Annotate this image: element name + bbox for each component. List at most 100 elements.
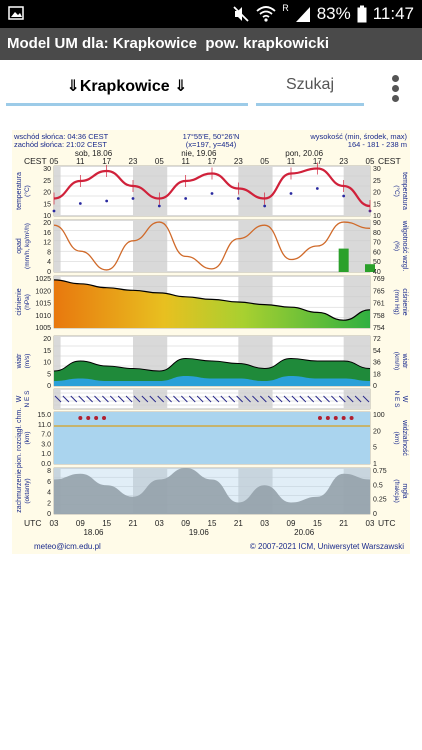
- night-band: [54, 220, 61, 272]
- wind-direction-arrow: [331, 395, 338, 403]
- sunrise-text: wschód słońca: 04:36 CEST: [13, 132, 109, 141]
- hour-label-top: 05: [155, 157, 164, 166]
- hour-label-top: 11: [287, 157, 296, 166]
- hour-label-bottom: 03: [260, 519, 269, 528]
- cloud-marker: [325, 416, 330, 420]
- panel-left-label: W: [16, 395, 23, 402]
- tab-search[interactable]: Szukaj: [285, 76, 335, 93]
- panel-right-unit: (mm Hg): [393, 289, 400, 314]
- wind-direction-arrow: [252, 395, 259, 403]
- battery-percent: 83%: [316, 4, 351, 23]
- cloud-marker: [317, 416, 322, 420]
- cloud-marker: [94, 416, 99, 420]
- hour-label-top: 17: [208, 157, 217, 166]
- night-band: [238, 166, 273, 216]
- day-label-bottom: 18.06: [83, 528, 104, 537]
- panel-frame: [53, 388, 371, 410]
- day-label-top: nie, 19.06: [181, 149, 217, 158]
- tick-label: 50: [373, 259, 381, 266]
- tick-label: 30: [43, 166, 51, 173]
- wind-direction-arrow: [244, 395, 251, 403]
- panel-left-label: temperatura: [16, 172, 23, 210]
- cloud-marker: [341, 416, 346, 420]
- navigation-bar: [0, 700, 422, 750]
- night-band: [133, 220, 168, 272]
- wind-direction-arrow: [315, 395, 322, 403]
- panel-left-label: opad: [16, 238, 23, 254]
- tab-location[interactable]: ⇓Krapkowice ⇓: [66, 78, 188, 95]
- humidity-line: [53, 221, 371, 271]
- cloud-marker: [349, 416, 354, 420]
- visibility-area: [54, 412, 370, 464]
- panel-right-label: widzialność: [401, 419, 408, 456]
- utc-right: UTC: [378, 518, 395, 528]
- tick-label: 54: [373, 348, 381, 355]
- night-band: [54, 389, 61, 409]
- hour-label-top: 11: [182, 157, 191, 166]
- panel-left-unit: (mm/h, kg/m²/h): [24, 223, 31, 269]
- panel-left-label: ciśnienie: [16, 288, 23, 315]
- tick-label: 2: [47, 500, 51, 507]
- pressure-line: [53, 279, 371, 321]
- hour-label-top: 23: [129, 157, 138, 166]
- night-band: [54, 166, 61, 216]
- clock: 11:47: [372, 4, 414, 23]
- tick-label: 4: [47, 490, 51, 497]
- hour-label-top: 05: [50, 157, 59, 166]
- tick-label: 765: [373, 288, 385, 295]
- dew-point-dot: [210, 192, 214, 195]
- utc-left: UTC: [24, 518, 41, 528]
- tick-label: 1: [373, 461, 377, 468]
- sunset-text: zachód słońca: 21:02 CEST: [14, 140, 107, 149]
- meteogram: wschód słońca: 04:36 CEST zachód słońca:…: [12, 130, 410, 554]
- tick-label: 1025: [35, 276, 51, 283]
- dew-point-dot: [105, 199, 109, 203]
- panel-frame: [53, 219, 371, 273]
- tick-label: 4: [47, 259, 51, 266]
- overflow-menu-icon[interactable]: [388, 75, 402, 105]
- tick-label: 11.0: [38, 422, 51, 429]
- panel-left-unit: (°C): [23, 185, 31, 197]
- tick-label: 20: [43, 220, 51, 227]
- hour-label-bottom: 21: [339, 519, 348, 528]
- panel-left-label: wiatr: [16, 353, 23, 369]
- hour-label-bottom: 03: [50, 519, 59, 528]
- tick-label: 1010: [35, 313, 51, 320]
- tick-label: 20: [43, 336, 51, 343]
- fog-tint: [54, 468, 370, 514]
- night-band: [133, 166, 168, 216]
- dew-point-dot: [184, 197, 188, 200]
- wind-direction-arrow: [78, 395, 86, 403]
- hour-label-top: 17: [102, 157, 111, 166]
- wind-area: [54, 376, 370, 386]
- tick-label: 754: [373, 325, 385, 332]
- dew-point-dot: [131, 197, 135, 200]
- hour-label-bottom: 09: [76, 519, 85, 528]
- height-label: wysokość (min, środek, max): [309, 132, 407, 141]
- panel-right-unit: (km): [393, 432, 400, 445]
- hour-label-bottom: 03: [155, 519, 164, 528]
- tab-location-indicator: [6, 103, 248, 106]
- wind-direction-arrow: [102, 395, 109, 403]
- hour-label-bottom: 15: [102, 519, 111, 528]
- panel-right-label: temperatura: [401, 172, 408, 210]
- status-bar: R 83% 11:47: [0, 0, 422, 28]
- tick-label: 0: [373, 383, 377, 390]
- day-label-top: sob, 18.06: [75, 149, 113, 158]
- wind-direction-arrow: [173, 395, 180, 403]
- wind-direction-arrow: [228, 395, 236, 403]
- tick-label: 5: [47, 371, 51, 378]
- wind-direction-arrow: [259, 395, 267, 403]
- hour-label-bottom: 03: [366, 519, 375, 528]
- meteogram-chart: wschód słońca: 04:36 CEST zachód słońca:…: [13, 132, 408, 551]
- footer-email[interactable]: meteo@icm.edu.pl: [34, 542, 101, 551]
- wind-direction-arrow: [346, 395, 354, 403]
- tick-label: 12: [43, 240, 51, 247]
- wind-direction-arrow: [94, 395, 101, 403]
- wind-direction-arrow: [220, 395, 228, 403]
- dew-point-dot: [263, 204, 267, 208]
- tick-label: 15: [43, 201, 51, 208]
- tick-label: 0: [47, 269, 51, 276]
- wind-direction-arrow: [204, 395, 212, 403]
- wind-direction-arrow: [181, 395, 188, 403]
